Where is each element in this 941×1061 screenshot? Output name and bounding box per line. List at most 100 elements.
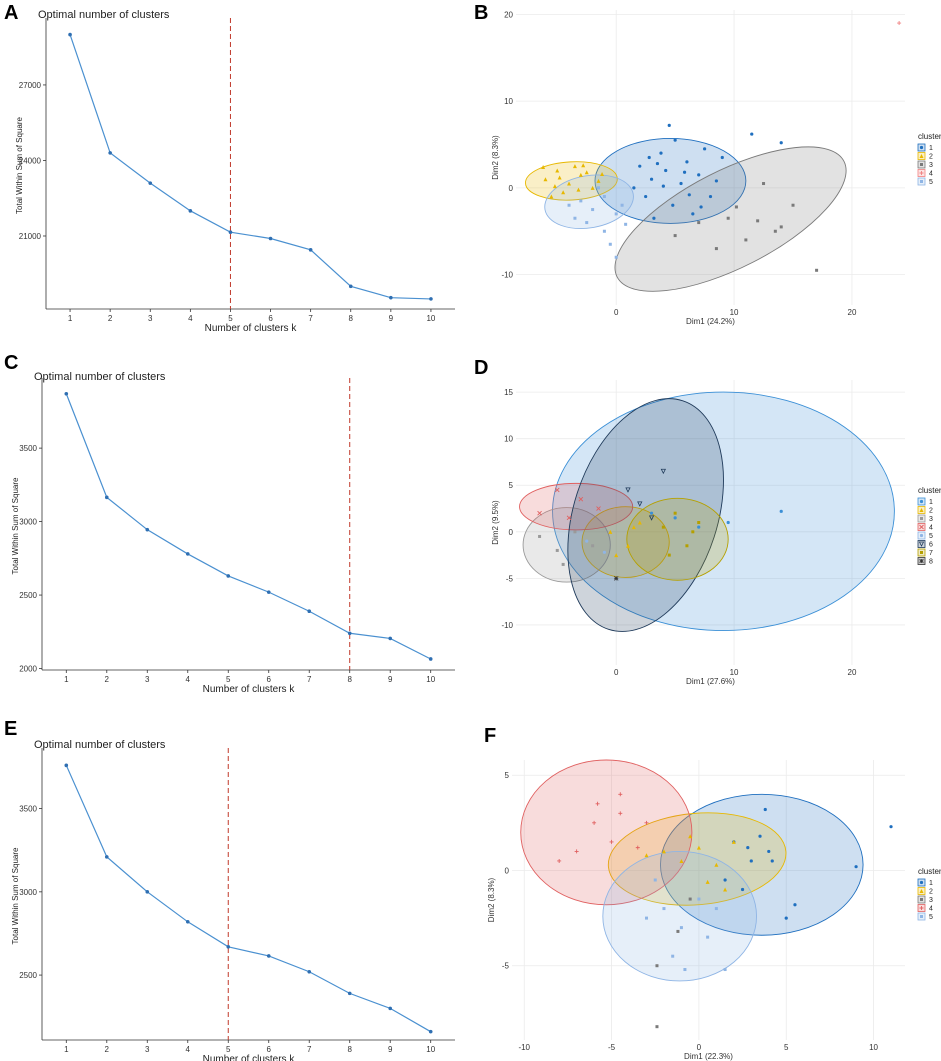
y-tick-label: 5 [509, 481, 514, 490]
data-point [671, 203, 675, 207]
data-point [920, 898, 923, 901]
x-tick-label: 2 [105, 1045, 110, 1054]
x-tick-label: 10 [869, 1043, 878, 1052]
data-point [596, 506, 601, 511]
data-point [584, 170, 589, 175]
x-axis-title: Number of clusters k [203, 684, 296, 695]
data-point [746, 846, 750, 850]
x-tick-label: 4 [186, 1045, 191, 1054]
data-point [673, 234, 677, 238]
data-point [638, 164, 642, 168]
data-point [660, 468, 666, 475]
data-point [708, 194, 713, 199]
x-tick-label: 9 [389, 314, 394, 323]
x-tick-label: 0 [697, 1043, 702, 1052]
data-point [624, 222, 628, 226]
x-axis-title: Dim1 (27.6%) [686, 677, 735, 686]
legend-label: 4 [929, 171, 933, 178]
x-tick-label: 5 [226, 675, 231, 684]
data-point [763, 807, 767, 812]
cluster-ellipse [626, 497, 729, 581]
data-point [697, 173, 701, 177]
data-point [706, 935, 710, 939]
y-tick-label: 2000 [19, 665, 37, 674]
data-point [104, 495, 109, 500]
legend-title: cluster [918, 486, 941, 495]
data-point [740, 887, 745, 892]
legend-label: 8 [929, 559, 933, 566]
data-point [664, 168, 668, 173]
data-point [549, 194, 554, 199]
data-point [714, 247, 718, 251]
x-tick-label: 9 [388, 1045, 393, 1054]
data-point [618, 811, 623, 816]
data-point [648, 515, 655, 521]
data-point [596, 178, 601, 183]
data-point [652, 216, 656, 220]
x-tick-label: 4 [186, 675, 191, 684]
data-point [673, 516, 677, 520]
legend-title: cluster [918, 867, 941, 876]
data-point [662, 907, 666, 911]
y-tick-label: 5 [505, 771, 510, 780]
x-tick-label: 6 [267, 675, 272, 684]
legend-key [917, 540, 926, 548]
panel-letter-b: B [474, 2, 488, 24]
y-tick-label: 2500 [19, 591, 37, 600]
data-point [793, 903, 797, 907]
data-point [749, 859, 753, 863]
data-point [688, 834, 693, 839]
x-tick-label: 20 [848, 668, 857, 677]
data-point [697, 221, 701, 225]
data-point [714, 907, 718, 911]
data-point [561, 190, 566, 195]
x-tick-label: 10 [426, 314, 435, 323]
y-tick-label: -10 [501, 271, 513, 280]
y-tick-label: 10 [504, 97, 513, 106]
elbow-chart-c: Optimal number of clusters20002500300035… [11, 371, 455, 695]
data-point [671, 954, 675, 958]
x-axis-title: Number of clusters k [203, 1054, 296, 1061]
data-point [226, 944, 231, 949]
data-point [108, 151, 112, 155]
data-point [608, 242, 612, 246]
data-point [784, 916, 788, 920]
cluster-ellipse [544, 174, 634, 229]
data-point [557, 858, 562, 863]
data-point [655, 161, 660, 166]
data-point [555, 548, 559, 552]
data-point [597, 186, 601, 190]
data-point [661, 849, 666, 854]
data-point [734, 205, 738, 209]
cluster-ellipse [602, 850, 757, 982]
data-point [585, 221, 589, 225]
data-point [918, 541, 925, 547]
data-point [613, 576, 619, 581]
data-point [632, 186, 636, 190]
data-point [188, 209, 193, 213]
data-point [673, 511, 677, 515]
data-point [591, 208, 595, 212]
legend-label: 3 [929, 162, 933, 169]
y-tick-label: 3000 [19, 518, 37, 527]
y-tick-label: 0 [505, 866, 510, 875]
x-tick-label: 0 [614, 668, 619, 677]
data-point [920, 163, 923, 166]
data-point [578, 172, 583, 177]
data-point [714, 179, 718, 183]
panel-letter-f: F [484, 725, 496, 747]
data-point [714, 862, 719, 867]
data-point [541, 165, 546, 170]
data-point [770, 859, 774, 863]
y-tick-label: 2500 [19, 971, 37, 980]
data-point [679, 926, 683, 930]
data-point [573, 216, 577, 220]
legend-label: 3 [929, 516, 933, 523]
y-tick-label: 3500 [19, 444, 37, 453]
x-tick-label: 7 [307, 1045, 312, 1054]
data-point [762, 182, 766, 186]
data-point [919, 171, 924, 175]
data-point [644, 853, 649, 858]
y-tick-label: 0 [509, 184, 514, 193]
data-point [773, 229, 777, 233]
